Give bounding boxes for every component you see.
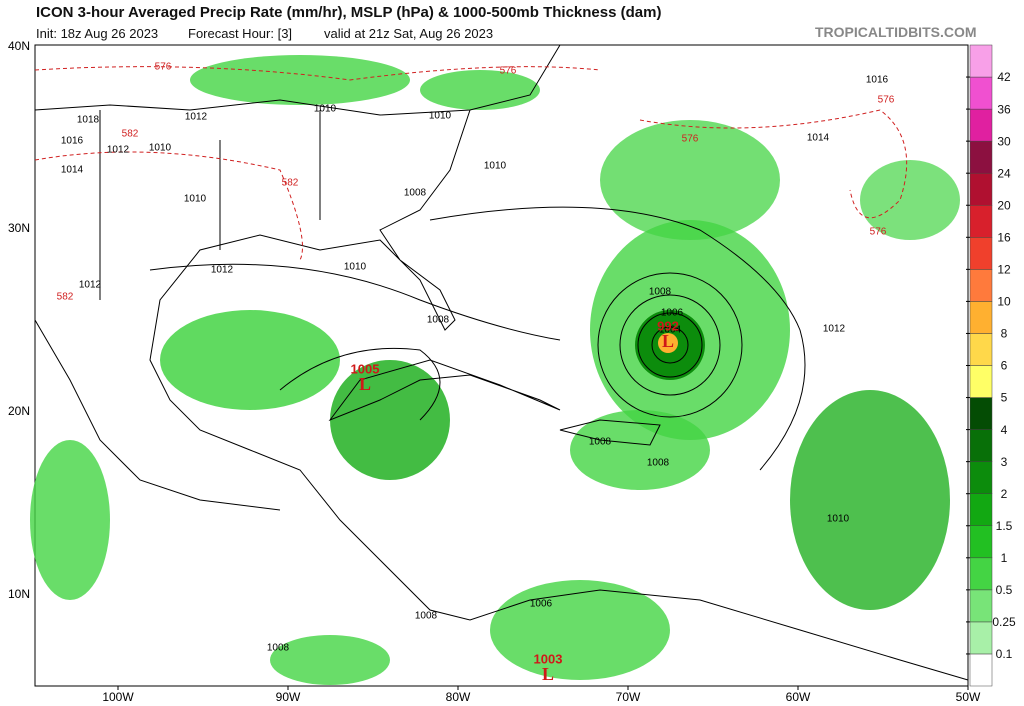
colorbar-label: 4 — [1001, 423, 1008, 437]
colorbar-label: 3 — [1001, 455, 1008, 469]
colorbar-label: 2 — [1001, 487, 1008, 501]
colorbar-label: 1.5 — [996, 519, 1013, 533]
colorbar-segment — [970, 494, 992, 526]
colorbar-segment — [970, 622, 992, 654]
colorbar-segment — [970, 237, 992, 269]
isobar-label: 1010 — [149, 143, 172, 154]
lat-label: 30N — [8, 221, 30, 235]
isobar-label: 1008 — [404, 188, 427, 199]
isobar-label: 1010 — [344, 262, 367, 273]
isobar-label: 1008 — [647, 458, 670, 469]
low-symbol: L — [662, 331, 674, 351]
thickness-label: 576 — [682, 134, 699, 145]
colorbar-label: 0.5 — [996, 583, 1013, 597]
isobar-label: 1008 — [589, 437, 612, 448]
isobar-label: 1008 — [267, 643, 290, 654]
isobar-label: 1010 — [484, 161, 507, 172]
colorbar-segment — [970, 462, 992, 494]
colorbar-label: 10 — [997, 295, 1011, 309]
isobar-label: 1008 — [427, 315, 450, 326]
lat-label: 40N — [8, 39, 30, 53]
colorbar-segment — [970, 366, 992, 398]
lon-label: 50W — [956, 690, 981, 704]
colorbar-segment — [970, 173, 992, 205]
colorbar-segment — [970, 590, 992, 622]
isobar-label: 1014 — [61, 165, 84, 176]
colorbar-segment — [970, 141, 992, 173]
isobar-label: 1010 — [827, 514, 850, 525]
colorbar-segment — [970, 109, 992, 141]
isobar-label: 1012 — [79, 280, 102, 291]
colorbar-segment — [970, 301, 992, 333]
isobar-label: 1012 — [185, 112, 208, 123]
colorbar-segment — [970, 45, 992, 77]
lon-label: 80W — [446, 690, 471, 704]
lat-label: 10N — [8, 587, 30, 601]
colorbar-label: 16 — [997, 230, 1011, 244]
thickness-label: 576 — [155, 62, 172, 73]
colorbar-label: 12 — [997, 263, 1011, 277]
isobar-label: 1016 — [61, 136, 84, 147]
colorbar-segment — [970, 77, 992, 109]
isobar-label: 1006 — [530, 599, 553, 610]
colorbar-segment — [970, 526, 992, 558]
isobar-label: 1016 — [866, 75, 889, 86]
isobar-label: 1010 — [184, 194, 207, 205]
colorbar-label: 0.25 — [992, 615, 1016, 629]
colorbar-label: 6 — [1001, 359, 1008, 373]
colorbar-segment — [970, 269, 992, 301]
colorbar-segment — [970, 558, 992, 590]
thickness-label: 576 — [878, 95, 895, 106]
colorbar-label: 8 — [1001, 327, 1008, 341]
colorbar-segment — [970, 398, 992, 430]
isobar-label: 1018 — [77, 115, 100, 126]
isobar-label: 1014 — [807, 133, 830, 144]
isobar-label: 1012 — [107, 145, 130, 156]
isobar-label: 1010 — [314, 104, 337, 115]
lon-label: 70W — [616, 690, 641, 704]
colorbar-label: 36 — [997, 102, 1011, 116]
colorbar-label: 24 — [997, 166, 1011, 180]
thickness-label: 576 — [500, 66, 517, 77]
isobar-label: 1008 — [415, 611, 438, 622]
low-symbol: L — [359, 374, 371, 394]
isobar-label: 1012 — [211, 265, 234, 276]
thickness-label: 582 — [122, 129, 139, 140]
colorbar-segment — [970, 205, 992, 237]
isobar-label: 1006 — [661, 308, 684, 319]
colorbar-label: 42 — [997, 70, 1011, 84]
colorbar-segment — [970, 654, 992, 686]
thickness-label: 582 — [282, 178, 299, 189]
lon-label: 100W — [102, 690, 134, 704]
colorbar-label: 5 — [1001, 391, 1008, 405]
colorbar-segment — [970, 430, 992, 462]
colorbar-label: 20 — [997, 198, 1011, 212]
lat-label: 20N — [8, 404, 30, 418]
lon-label: 60W — [786, 690, 811, 704]
colorbar-label: 0.1 — [996, 647, 1013, 661]
low-symbol: L — [542, 664, 554, 684]
isobar-label: 1010 — [429, 111, 452, 122]
isobar-label: 1008 — [649, 287, 672, 298]
colorbar-label: 1 — [1001, 551, 1008, 565]
lon-label: 90W — [276, 690, 301, 704]
isobar-label: 1012 — [823, 324, 846, 335]
colorbar-segment — [970, 333, 992, 365]
thickness-label: 576 — [870, 227, 887, 238]
colorbar-label: 30 — [997, 134, 1011, 148]
thickness-label: 582 — [57, 292, 74, 303]
